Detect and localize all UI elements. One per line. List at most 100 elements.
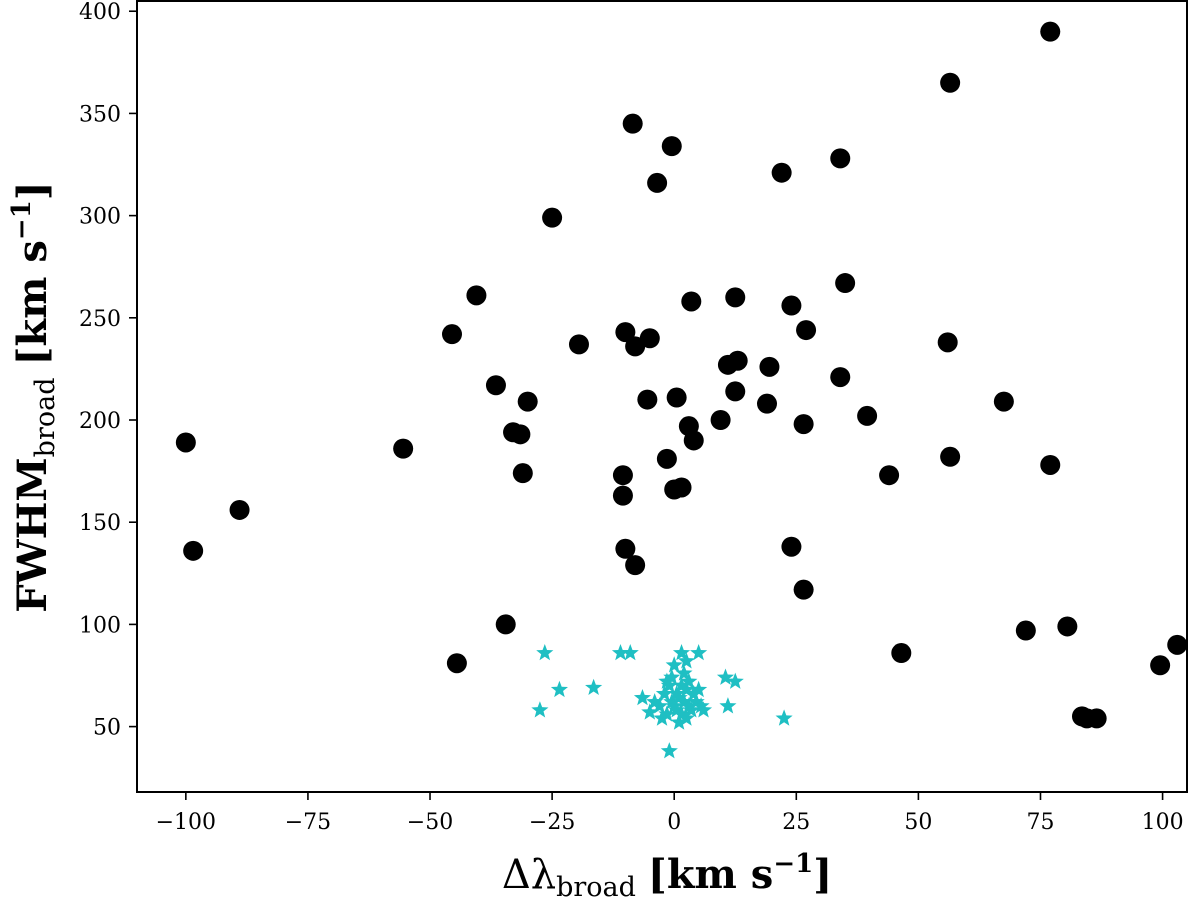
data-point-circle bbox=[681, 291, 702, 312]
data-point-circle bbox=[710, 410, 731, 431]
data-point-star bbox=[651, 697, 669, 714]
data-point-star bbox=[663, 668, 681, 685]
data-point-star bbox=[685, 684, 703, 702]
data-point-circle bbox=[622, 113, 643, 134]
x-axis: −100 −75 −50 −25 0 25 50 75 100 bbox=[156, 792, 1184, 835]
data-point-circle bbox=[1057, 616, 1078, 637]
data-point-circle bbox=[175, 432, 196, 453]
y-tick-label: 300 bbox=[79, 205, 121, 230]
data-point-star bbox=[680, 672, 698, 689]
data-point-circle bbox=[510, 424, 531, 445]
data-point-circle bbox=[759, 356, 780, 377]
data-point-circle bbox=[647, 172, 668, 193]
data-point-star bbox=[668, 684, 686, 702]
x-axis-label: Δλbroad [km s−1] bbox=[502, 849, 832, 897]
data-point-circle bbox=[940, 446, 961, 467]
x-tick-label: −100 bbox=[156, 810, 216, 835]
data-point-star bbox=[677, 680, 695, 698]
data-point-circle bbox=[993, 391, 1014, 412]
data-point-circle bbox=[725, 381, 746, 402]
data-point-star bbox=[665, 697, 683, 714]
x-tick-label: 75 bbox=[1026, 810, 1054, 835]
data-point-star bbox=[672, 644, 691, 661]
x-tick-label: 100 bbox=[1142, 810, 1184, 835]
data-point-circle bbox=[612, 465, 633, 486]
data-point-circle bbox=[666, 387, 687, 408]
data-point-circle bbox=[891, 643, 912, 664]
data-point-star bbox=[677, 709, 695, 726]
plot-frame bbox=[136, 0, 1188, 793]
data-point-circle bbox=[466, 285, 487, 306]
y-tick-label: 150 bbox=[79, 511, 121, 536]
data-point-star bbox=[633, 688, 652, 706]
plot-marks bbox=[175, 21, 1188, 759]
data-point-circle bbox=[1167, 634, 1188, 655]
data-point-circle bbox=[229, 499, 250, 520]
data-point-circle bbox=[639, 328, 660, 349]
data-point-star bbox=[726, 672, 744, 689]
data-point-circle bbox=[512, 463, 533, 484]
data-point-star bbox=[670, 713, 688, 730]
data-point-circle bbox=[1040, 454, 1061, 475]
data-point-star bbox=[672, 676, 691, 693]
x-tick-label: −75 bbox=[285, 810, 331, 835]
data-point-circle bbox=[717, 354, 738, 375]
data-point-star bbox=[660, 742, 678, 759]
data-point-star bbox=[531, 701, 549, 718]
data-point-star bbox=[655, 684, 673, 702]
data-point-star bbox=[687, 693, 705, 710]
data-point-star bbox=[621, 644, 639, 661]
data-point-circle bbox=[542, 207, 563, 228]
data-point-star bbox=[660, 676, 678, 693]
data-point-circle bbox=[568, 334, 589, 355]
data-point-star bbox=[690, 680, 708, 698]
data-point-circle bbox=[830, 148, 851, 169]
data-point-star bbox=[692, 697, 710, 714]
data-point-star bbox=[682, 701, 700, 718]
data-point-star bbox=[585, 678, 603, 696]
data-point-circle bbox=[793, 579, 814, 600]
data-point-circle bbox=[1150, 655, 1171, 676]
data-point-star bbox=[646, 693, 664, 710]
data-point-circle bbox=[1086, 708, 1107, 729]
data-point-star bbox=[665, 656, 683, 673]
data-point-circle bbox=[781, 295, 802, 316]
data-point-circle bbox=[683, 430, 704, 451]
data-point-star bbox=[658, 705, 676, 722]
data-point-star bbox=[536, 644, 554, 661]
data-point-circle bbox=[879, 465, 900, 486]
data-point-star bbox=[653, 709, 671, 726]
data-point-star bbox=[550, 680, 568, 698]
data-point-circle bbox=[940, 72, 961, 93]
data-point-circle bbox=[661, 136, 682, 157]
data-point-star bbox=[694, 701, 713, 718]
data-point-circle bbox=[637, 389, 658, 410]
data-point-circle bbox=[485, 375, 506, 396]
x-tick-label: 25 bbox=[782, 810, 810, 835]
data-point-star bbox=[675, 693, 693, 710]
y-axis-label: FWHMbroad[km s−1] bbox=[7, 181, 61, 612]
data-point-circle bbox=[1040, 21, 1061, 42]
data-point-star bbox=[675, 664, 693, 681]
data-point-star bbox=[641, 703, 659, 720]
data-point-circle bbox=[612, 485, 633, 506]
data-point-star bbox=[690, 644, 708, 661]
data-point-star bbox=[716, 668, 735, 685]
y-tick-label: 50 bbox=[93, 716, 121, 741]
data-point-star bbox=[680, 697, 698, 714]
data-point-circle bbox=[781, 536, 802, 557]
y-tick-label: 350 bbox=[79, 102, 121, 127]
data-point-circle bbox=[796, 320, 817, 341]
data-point-star bbox=[668, 701, 686, 718]
data-point-circle bbox=[495, 614, 516, 635]
data-point-star bbox=[611, 644, 630, 661]
y-tick-label: 100 bbox=[79, 613, 121, 638]
data-point-star bbox=[663, 693, 681, 710]
data-point-circle bbox=[442, 324, 462, 345]
x-tick-label: 0 bbox=[667, 810, 681, 835]
data-point-circle bbox=[725, 287, 746, 308]
y-tick-label: 400 bbox=[79, 0, 121, 25]
x-tick-label: 50 bbox=[904, 810, 932, 835]
data-point-circle bbox=[757, 393, 777, 414]
